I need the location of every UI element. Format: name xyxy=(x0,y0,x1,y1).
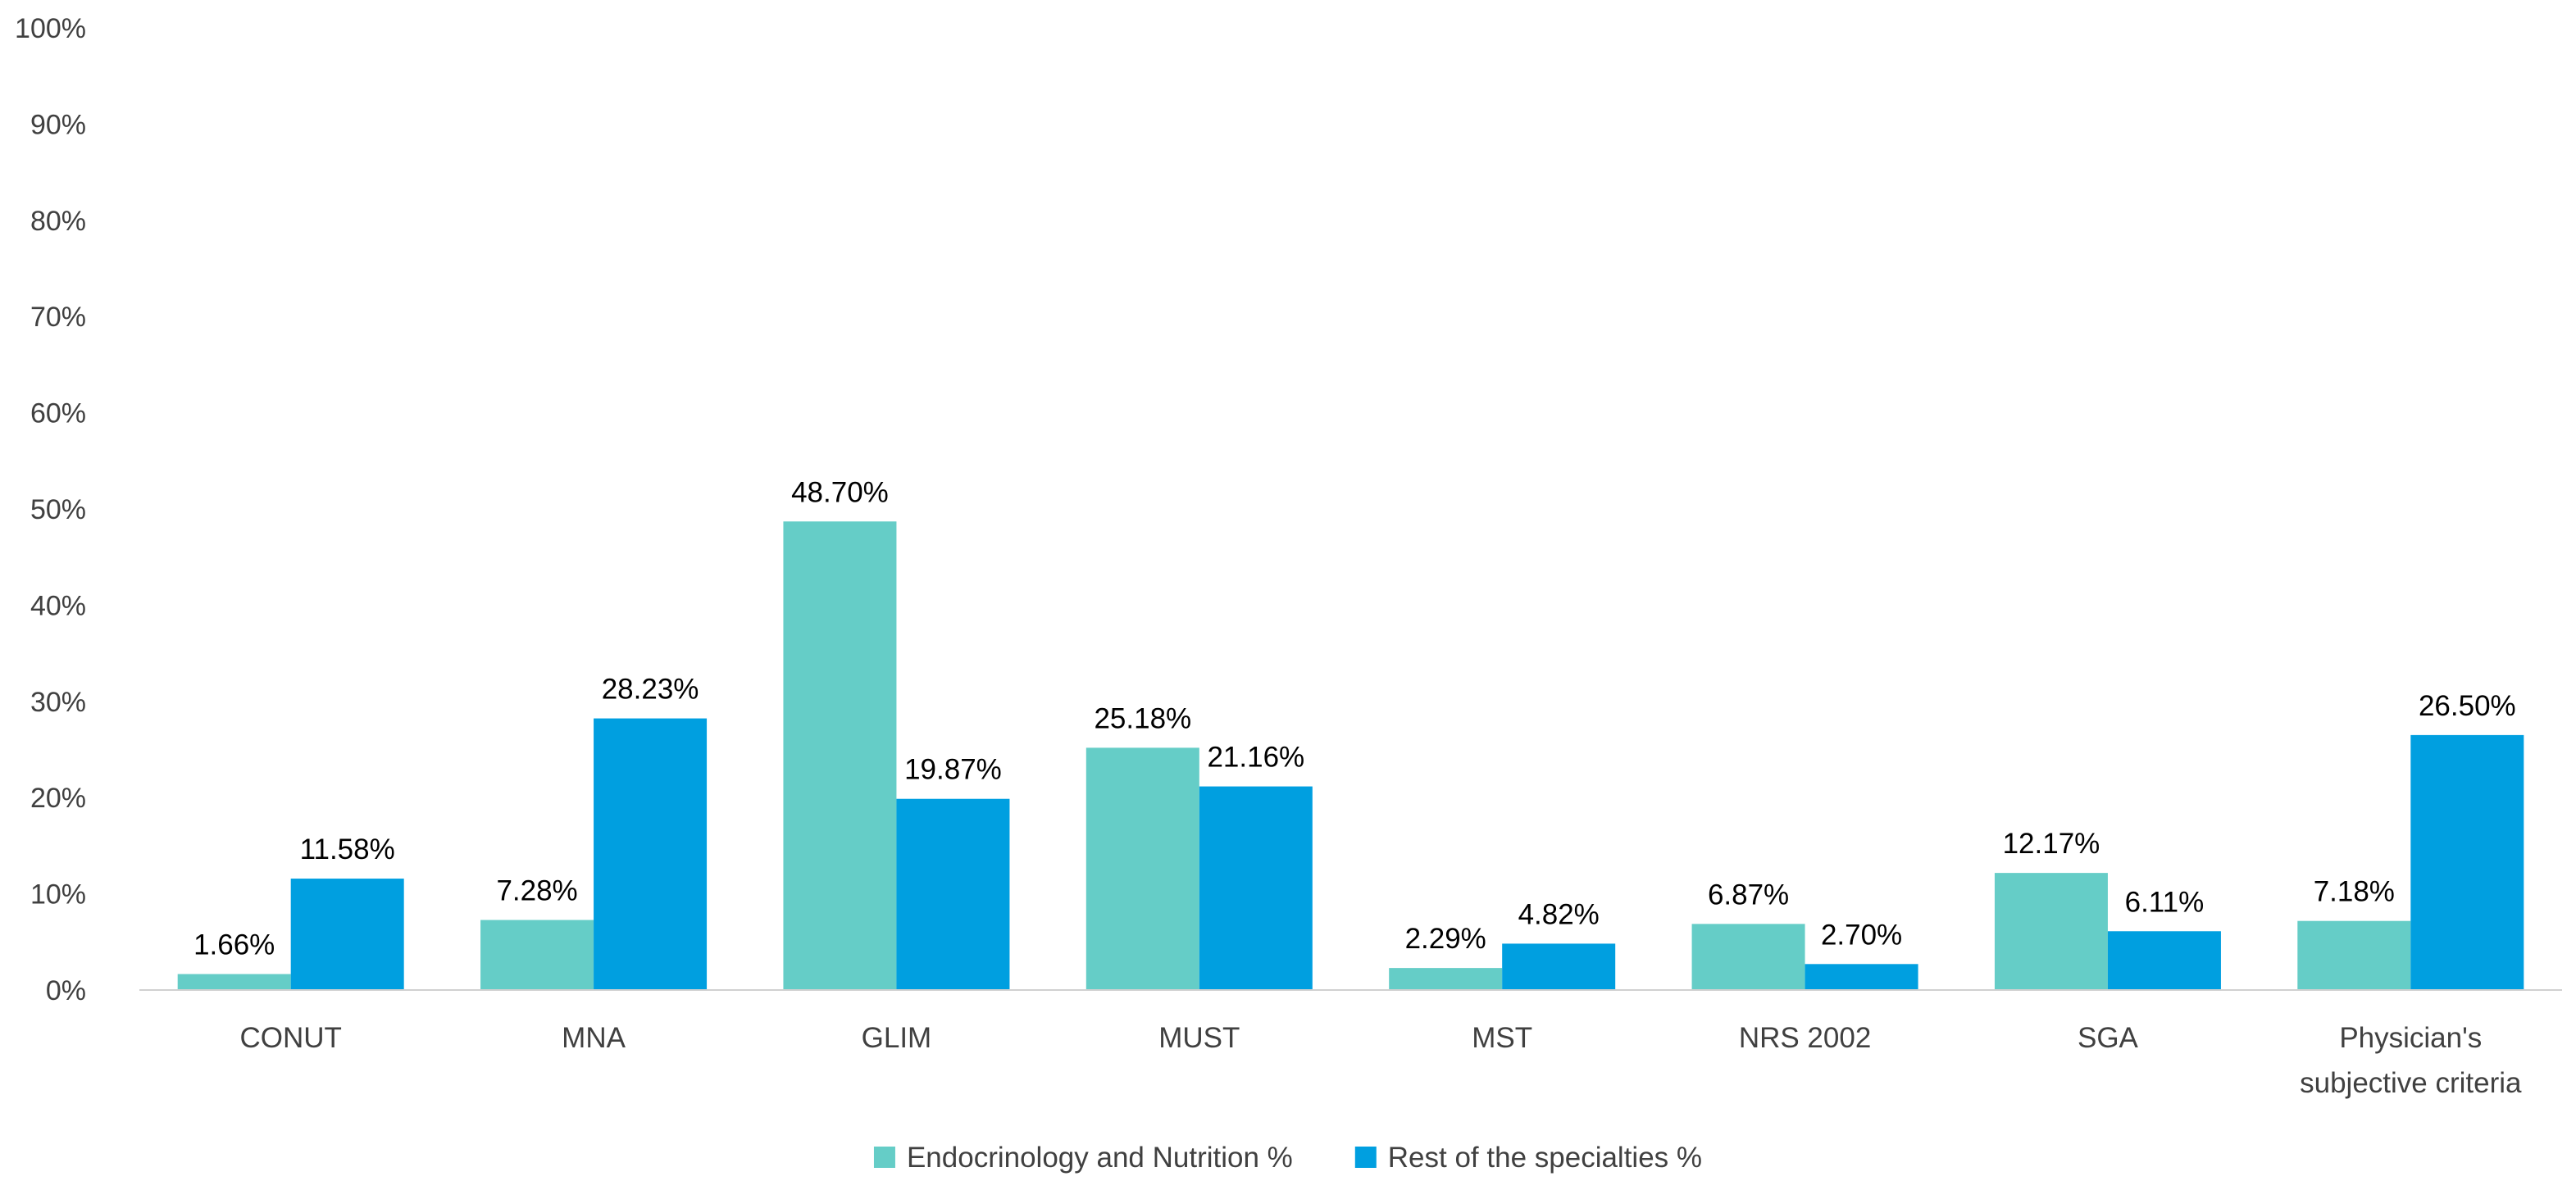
data-label: 7.28% xyxy=(496,875,577,907)
y-tick-label: 90% xyxy=(30,109,86,140)
legend-swatch xyxy=(1354,1147,1377,1168)
data-label: 28.23% xyxy=(602,674,699,706)
y-tick-label: 30% xyxy=(30,687,86,718)
data-label: 25.18% xyxy=(1094,702,1191,734)
data-label: 6.11% xyxy=(2125,886,2205,918)
legend: Endocrinology and Nutrition % Rest of the… xyxy=(873,1142,1702,1174)
legend-label: Endocrinology and Nutrition % xyxy=(907,1142,1293,1174)
y-tick-label: 80% xyxy=(30,206,86,237)
bar-series-1 xyxy=(1389,968,1503,990)
bar-series-1 xyxy=(1691,924,1805,990)
bar-series-1 xyxy=(783,521,897,990)
bar-series-2 xyxy=(290,879,404,990)
bar-series-2 xyxy=(1502,943,1616,990)
data-label: 6.87% xyxy=(1708,879,1789,911)
legend-label: Rest of the specialties % xyxy=(1388,1142,1702,1174)
legend-item: Rest of the specialties % xyxy=(1354,1142,1702,1174)
bar-series-1 xyxy=(1994,873,2108,990)
data-label: 21.16% xyxy=(1207,742,1304,774)
bar-series-1 xyxy=(480,920,594,990)
data-label: 2.70% xyxy=(1821,919,1902,951)
y-axis-ticks: 0% 10% 20% 30% 40% 50% 60% 70% 80% 90% 100% xyxy=(15,13,86,1006)
bar-series-2 xyxy=(2107,931,2221,990)
category-label: NRS 2002 xyxy=(1739,1022,1871,1054)
y-tick-label: 70% xyxy=(30,302,86,333)
data-label: 11.58% xyxy=(300,833,395,865)
bar-series-2 xyxy=(594,718,708,990)
bar-series-2 xyxy=(1199,786,1313,990)
legend-swatch xyxy=(873,1147,895,1168)
y-tick-label: 40% xyxy=(30,590,86,621)
data-label: 2.29% xyxy=(1405,923,1486,955)
y-tick-label: 20% xyxy=(30,783,86,814)
y-tick-label: 10% xyxy=(30,879,86,911)
category-label: GLIM xyxy=(862,1022,932,1054)
data-label: 26.50% xyxy=(2419,690,2516,722)
data-label: 1.66% xyxy=(193,929,275,961)
bar-series-2 xyxy=(896,798,1010,990)
bar-series-1 xyxy=(2297,920,2411,990)
category-label: MUST xyxy=(1158,1022,1240,1054)
y-tick-label: 100% xyxy=(15,13,86,44)
category-label: Physician's xyxy=(2339,1022,2482,1054)
data-label: 4.82% xyxy=(1518,898,1600,930)
data-label: 19.87% xyxy=(904,754,1002,786)
data-labels: 1.66% 11.58% 7.28% 28.23% 48.70% 19.87% 25.18%… xyxy=(193,476,2516,961)
y-tick-label: 60% xyxy=(30,398,86,429)
category-label: subjective criteria xyxy=(2300,1067,2522,1099)
bars xyxy=(177,521,2524,990)
data-label: 12.17% xyxy=(2003,828,2100,860)
category-label: MNA xyxy=(562,1022,626,1054)
data-label: 48.70% xyxy=(791,476,889,508)
y-tick-label: 0% xyxy=(46,975,86,1006)
bar-series-2 xyxy=(1805,964,1918,990)
x-axis-labels: CONUT MNA GLIM MUST MST NRS 2002 SGA Physician'… xyxy=(239,1022,2522,1099)
y-tick-label: 50% xyxy=(30,494,86,525)
bar-series-1 xyxy=(1085,747,1199,990)
bar-series-1 xyxy=(177,974,291,990)
category-label: SGA xyxy=(2078,1022,2139,1054)
legend-item: Endocrinology and Nutrition % xyxy=(873,1142,1293,1174)
data-label: 7.18% xyxy=(2314,876,2395,908)
bar-series-2 xyxy=(2410,734,2524,990)
category-label: MST xyxy=(1472,1022,1532,1054)
category-label: CONUT xyxy=(239,1022,341,1054)
